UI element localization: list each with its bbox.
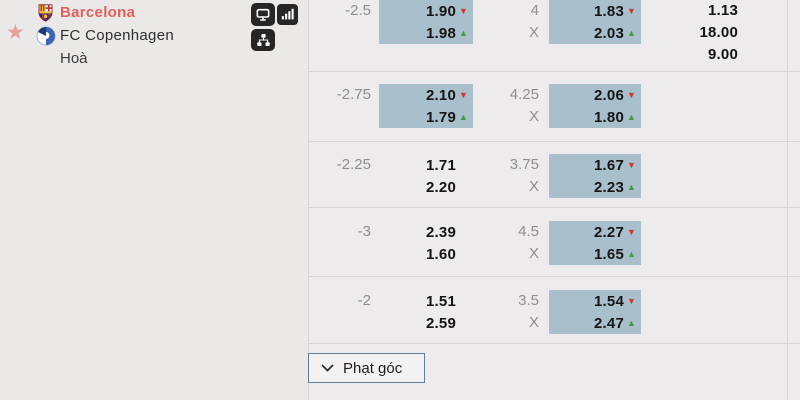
draw-mark-label: X	[528, 314, 539, 331]
home-handicap-odds-cell[interactable]: 2.39 1.60	[379, 221, 473, 265]
home-team-name: Barcelona	[60, 4, 136, 21]
odds-value: 1.60	[426, 245, 456, 263]
odds-row: -2 1.51 2.59 3.5 X 1.54 ▼ 2.47 ▲	[309, 277, 800, 344]
odds-value: 2.06	[594, 86, 624, 104]
fc-copenhagen-logo	[36, 26, 56, 51]
handicap-label: -3	[357, 223, 371, 240]
odds-value: 1.83	[594, 2, 624, 20]
trend-icon: ▼	[627, 296, 636, 306]
live-tv-icon[interactable]	[251, 3, 275, 26]
away-goal-line-odds-cell[interactable]: 1.67 ▼ 2.23 ▲	[549, 154, 641, 198]
chevron-down-icon	[321, 364, 334, 372]
column-divider	[787, 0, 788, 400]
odds-value: 1.67	[594, 156, 624, 174]
odds-value: 1.71	[426, 156, 456, 174]
odds-value: 1.90	[426, 2, 456, 20]
goal-line-label: 4	[530, 2, 539, 19]
corners-expander-button[interactable]: Phạt góc	[308, 353, 425, 383]
trend-icon: ▼	[627, 90, 636, 100]
match-odds-column: 1.13 18.00 9.00	[649, 0, 738, 66]
draw-label: Hoà	[60, 50, 88, 67]
goal-line-column: 4.5 X	[484, 221, 539, 265]
barcelona-logo	[37, 4, 54, 27]
trend-icon: ▲	[627, 112, 636, 122]
away-goal-line-odds-cell[interactable]: 1.54 ▼ 2.47 ▲	[549, 290, 641, 334]
away-goal-line-odds-cell[interactable]: 1.83 ▼ 2.03 ▲	[549, 0, 641, 44]
away-team-name: FC Copenhagen	[60, 27, 174, 44]
draw-mark-label: X	[528, 108, 539, 125]
odds-value: 1.79	[426, 108, 456, 126]
goal-line-column: 4 X	[484, 0, 539, 44]
trend-icon: ▲	[627, 182, 636, 192]
away-goal-line-odds-cell[interactable]: 2.06 ▼ 1.80 ▲	[549, 84, 641, 128]
odds-value: 1.51	[426, 292, 456, 310]
draw-mark-label: X	[528, 245, 539, 262]
trend-icon: ▼	[627, 227, 636, 237]
odds-value: 2.59	[426, 314, 456, 332]
goal-line-label: 4.5	[518, 223, 539, 240]
goal-line-label: 3.5	[518, 292, 539, 309]
odds-row: -2.5 1.90 ▼ 1.98 ▲ 4 X 1.83 ▼ 2.03 ▲ 1.13 18.…	[309, 0, 800, 72]
home-handicap-odds-cell[interactable]: 2.10 ▼ 1.79 ▲	[379, 84, 473, 128]
trend-icon: ▲	[459, 28, 468, 38]
draw-mark-label: X	[528, 24, 539, 41]
handicap-label: -2.5	[345, 2, 371, 19]
draw-mark-label: X	[528, 178, 539, 195]
trend-icon: ▼	[459, 90, 468, 100]
odds-value: 2.39	[426, 223, 456, 241]
trend-icon: ▲	[627, 249, 636, 259]
handicap-label: -2	[357, 292, 371, 309]
goal-line-column: 3.75 X	[484, 154, 539, 198]
goal-line-column: 4.25 X	[484, 84, 539, 128]
odds-row: -3 2.39 1.60 4.5 X 2.27 ▼ 1.65 ▲	[309, 208, 800, 277]
odds-value: 2.10	[426, 86, 456, 104]
match-odds-value[interactable]: 9.00	[708, 46, 738, 63]
odds-value: 2.23	[594, 178, 624, 196]
odds-value: 2.20	[426, 178, 456, 196]
away-goal-line-odds-cell[interactable]: 2.27 ▼ 1.65 ▲	[549, 221, 641, 265]
trend-icon: ▼	[627, 160, 636, 170]
odds-value: 2.47	[594, 314, 624, 332]
goal-line-label: 3.75	[509, 156, 539, 173]
odds-row: -2.75 2.10 ▼ 1.79 ▲ 4.25 X 2.06 ▼ 1.80 ▲	[309, 72, 800, 142]
trend-icon: ▲	[459, 112, 468, 122]
odds-value: 2.27	[594, 223, 624, 241]
match-odds-value[interactable]: 18.00	[699, 24, 738, 41]
odds-value: 2.03	[594, 24, 624, 42]
match-odds-value[interactable]: 1.13	[708, 2, 738, 19]
trend-icon: ▲	[627, 28, 636, 38]
home-handicap-odds-cell[interactable]: 1.71 2.20	[379, 154, 473, 198]
trend-icon: ▼	[459, 6, 468, 16]
odds-value: 1.65	[594, 245, 624, 263]
goal-line-label: 4.25	[509, 86, 539, 103]
match-panel: Barcelona ★ FC Copenhagen Hoà	[0, 0, 308, 400]
home-handicap-odds-cell[interactable]: 1.90 ▼ 1.98 ▲	[379, 0, 473, 44]
lineup-icon[interactable]	[251, 29, 275, 51]
statistics-icon[interactable]	[277, 4, 298, 25]
favorite-star-icon[interactable]: ★	[6, 21, 25, 44]
odds-value: 1.80	[594, 108, 624, 126]
corners-button-label: Phạt góc	[343, 359, 403, 377]
handicap-label: -2.25	[336, 156, 371, 173]
trend-icon: ▼	[627, 6, 636, 16]
odds-table: -2.5 1.90 ▼ 1.98 ▲ 4 X 1.83 ▼ 2.03 ▲ 1.13 18.…	[308, 0, 800, 400]
odds-value: 1.98	[426, 24, 456, 42]
handicap-label: -2.75	[336, 86, 371, 103]
odds-row: -2.25 1.71 2.20 3.75 X 1.67 ▼ 2.23 ▲	[309, 142, 800, 208]
trend-icon: ▲	[627, 318, 636, 328]
home-handicap-odds-cell[interactable]: 1.51 2.59	[379, 290, 473, 334]
odds-value: 1.54	[594, 292, 624, 310]
goal-line-column: 3.5 X	[484, 290, 539, 334]
